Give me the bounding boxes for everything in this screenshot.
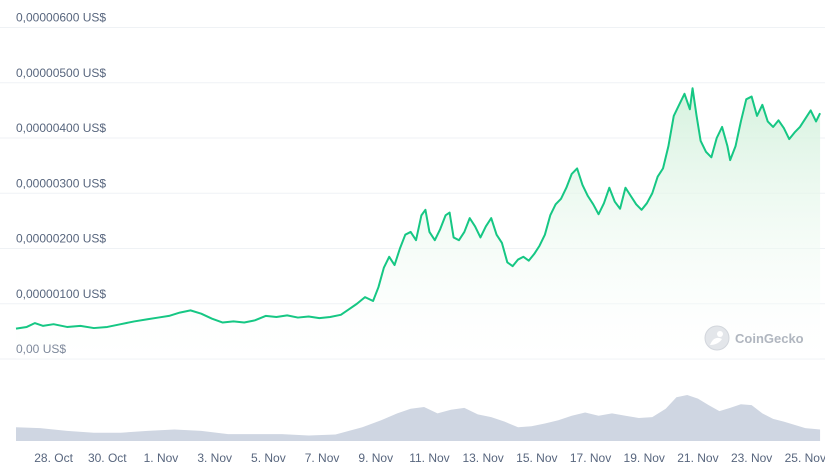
x-tick-label: 19. Nov [624,451,665,465]
x-axis: 28. Oct 30. Oct 1. Nov 3. Nov 5. Nov 7. Nov 9.… [34,451,825,465]
volume-area [16,395,821,441]
y-tick-label: 0,00000400 US$ [16,121,106,135]
x-tick-label: 23. Nov [731,451,772,465]
x-tick-label: 7. Nov [305,451,340,465]
y-tick-label: 0,00000100 US$ [16,287,106,301]
gecko-body-icon [710,337,722,345]
x-tick-label: 17. Nov [570,451,611,465]
coingecko-watermark: CoinGecko [704,325,804,351]
x-tick-label: 25. Nov [785,451,825,465]
x-tick-label: 5. Nov [251,451,286,465]
x-tick-label: 3. Nov [197,451,232,465]
x-tick-label: 30. Oct [88,451,127,465]
y-tick-label: 0,00000300 US$ [16,176,106,190]
price-area [16,88,821,359]
x-tick-label: 11. Nov [409,451,449,465]
x-tick-label: 15. Nov [516,451,557,465]
watermark-text: CoinGecko [735,331,804,346]
y-tick-label: 0,00000500 US$ [16,66,106,80]
gecko-eye-icon [717,331,723,337]
x-tick-label: 28. Oct [34,451,73,465]
y-tick-label: 0,00000600 US$ [16,11,106,25]
y-tick-label: 0,00000200 US$ [16,232,106,246]
price-line [15,87,821,330]
x-tick-label: 9. Nov [358,451,393,465]
x-tick-label: 1. Nov [144,451,179,465]
x-tick-label: 21. Nov [677,451,718,465]
x-tick-label: 13. Nov [462,451,503,465]
